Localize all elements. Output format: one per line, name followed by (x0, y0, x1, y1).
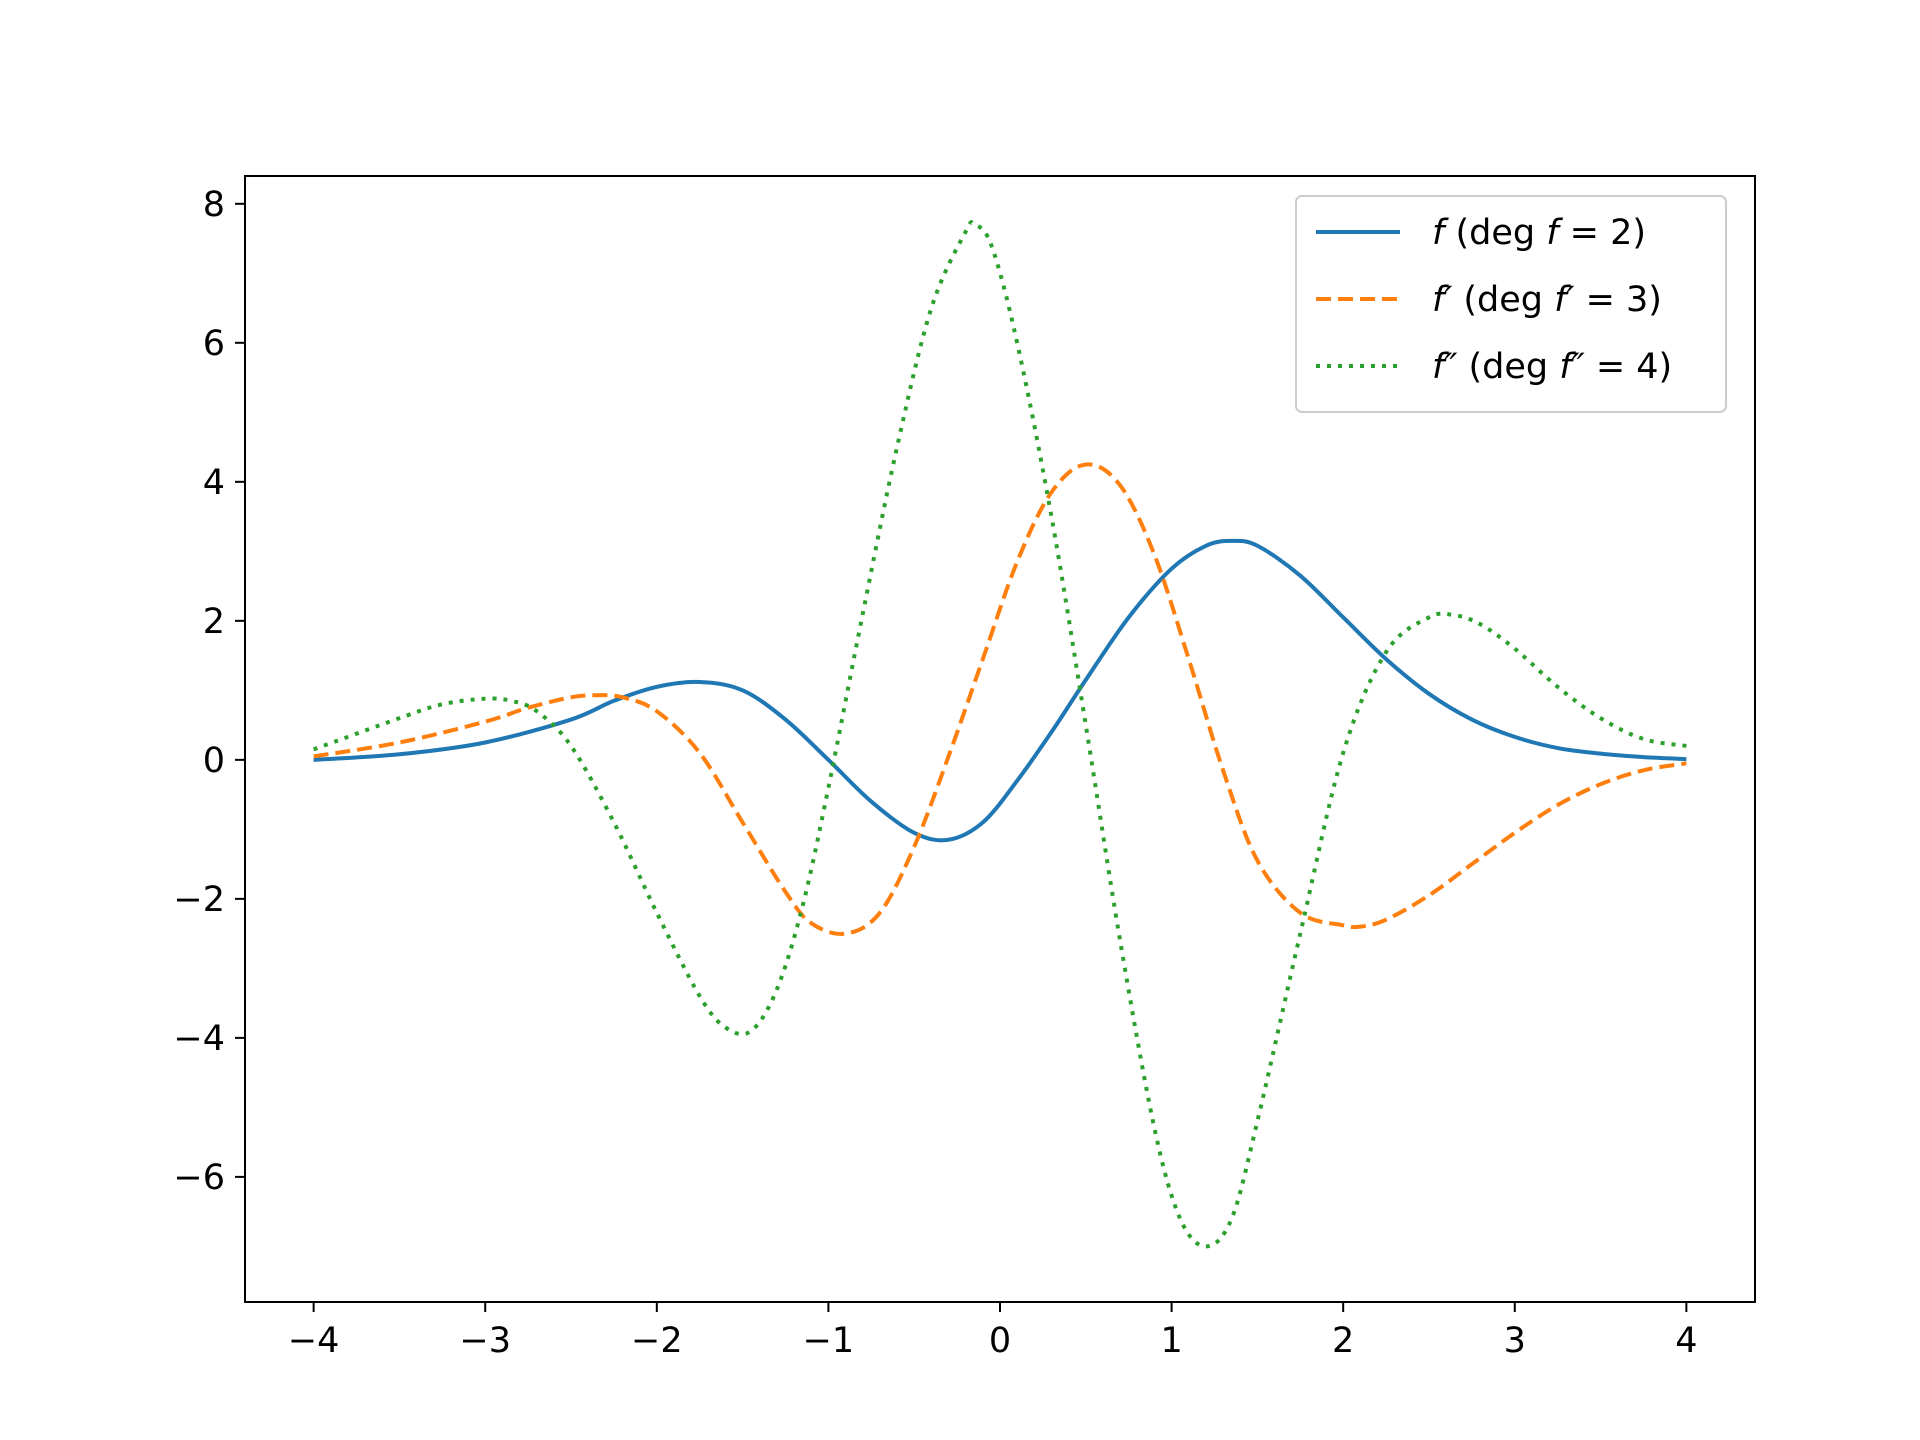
x-tick-label: 2 (1332, 1321, 1354, 1361)
x-tick-label: 1 (1160, 1321, 1182, 1361)
series-line-0 (313, 538, 1687, 843)
series-layer (312, 220, 1687, 1249)
y-tick-label: −2 (173, 880, 225, 920)
y-tick-label: 2 (203, 602, 225, 642)
legend-label-1: f′ (deg f′ = 3) (1432, 280, 1662, 320)
legend: f (deg f = 2) f′ (deg f′ = 3) f″ (deg f″ =… (1295, 195, 1727, 413)
legend-label-0: f (deg f = 2) (1432, 213, 1646, 253)
y-tick-label: 4 (203, 463, 225, 503)
y-tick-label: 6 (203, 324, 225, 364)
x-tick-label: −1 (803, 1321, 855, 1361)
x-tick-label: −4 (288, 1321, 340, 1361)
legend-label-2: f″ (deg f″ = 4) (1432, 347, 1672, 387)
legend-box (1295, 195, 1727, 413)
x-tick-label: 4 (1675, 1321, 1697, 1361)
x-axis: −4 −3 −2 −1 0 1 2 3 4 (288, 1302, 1698, 1361)
y-tick-label: 8 (203, 185, 225, 225)
y-tick-label: −6 (173, 1158, 225, 1198)
x-tick-label: 0 (989, 1321, 1011, 1361)
series-line-2 (312, 220, 1687, 1249)
x-tick-label: 3 (1504, 1321, 1526, 1361)
x-tick-label: −2 (631, 1321, 683, 1361)
y-tick-label: −4 (173, 1019, 225, 1059)
x-tick-label: −3 (459, 1321, 511, 1361)
series-line-1 (313, 462, 1687, 936)
y-axis: −6 −4 −2 0 2 4 6 8 (173, 185, 245, 1198)
y-tick-label: 0 (203, 741, 225, 781)
